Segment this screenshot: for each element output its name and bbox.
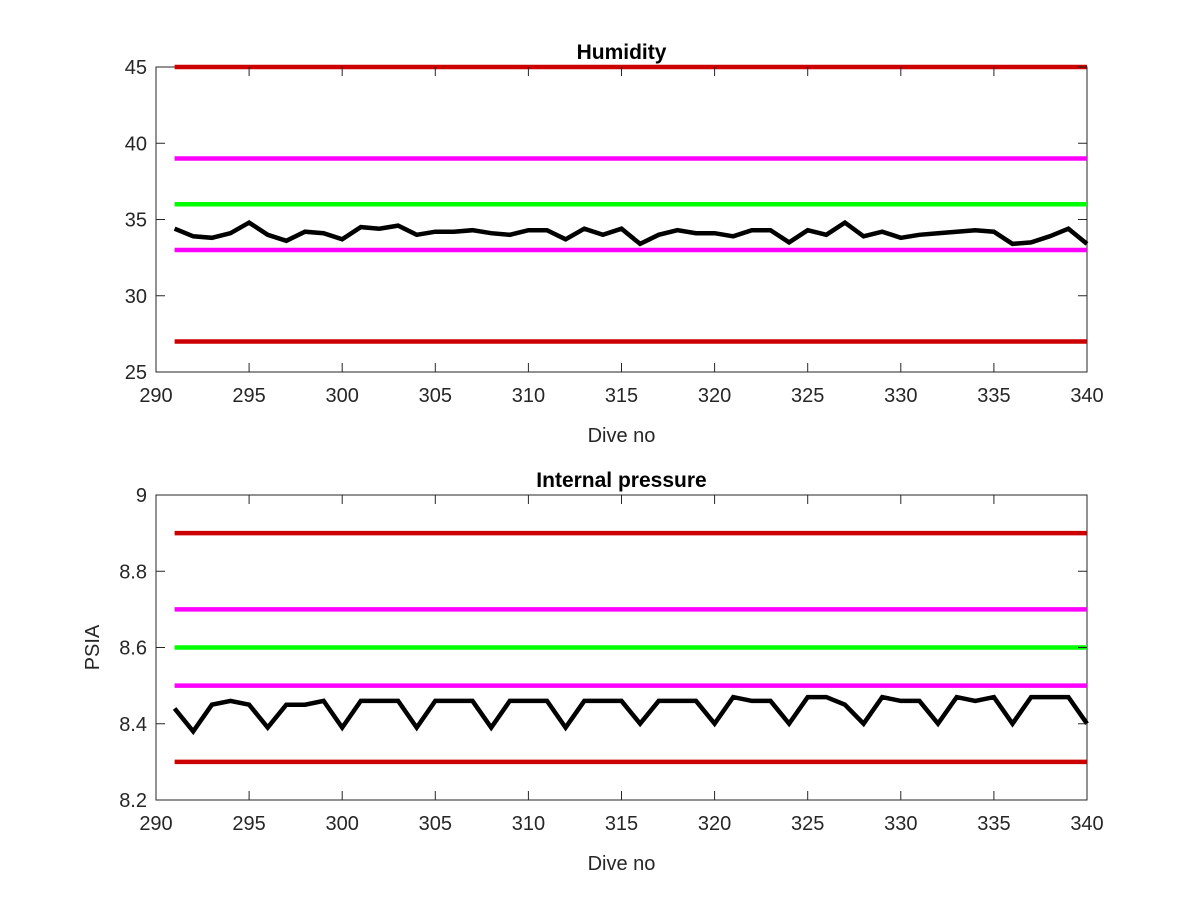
x-tick-label: 340 (1070, 813, 1103, 835)
chart-title: Humidity (577, 41, 667, 64)
series-line-0 (173, 219, 1089, 247)
y-tick-label: 25 (125, 362, 147, 384)
x-tick-label: 335 (977, 385, 1010, 407)
y-tick-label: 9 (136, 485, 147, 507)
x-tick-label: 290 (139, 813, 172, 835)
x-tick-label: 330 (884, 385, 917, 407)
x-tick-label: 305 (419, 385, 452, 407)
y-tick-label: 8.2 (119, 790, 147, 812)
x-tick-label: 300 (326, 385, 359, 407)
plot-area (155, 66, 1088, 373)
series-line-0 (172, 694, 1089, 736)
y-tick-label: 35 (125, 210, 147, 232)
x-tick-label: 305 (419, 813, 452, 835)
y-tick-label: 8.4 (119, 714, 147, 736)
x-tick-label: 300 (326, 813, 359, 835)
x-tick-label: 320 (698, 813, 731, 835)
y-tick-label: 45 (125, 57, 147, 79)
x-axis-label: Dive no (588, 425, 656, 447)
x-tick-label: 290 (139, 385, 172, 407)
x-tick-label: 325 (791, 385, 824, 407)
humidity-chart: 290 295 300 305 310 315 320 325 330 335 340 25 30 35 4… (125, 41, 1104, 447)
x-tick-label: 335 (977, 813, 1010, 835)
y-tick-label: 8.8 (119, 561, 147, 583)
x-tick-label: 320 (698, 385, 731, 407)
chart-title: Internal pressure (536, 469, 706, 492)
x-tick-label: 330 (884, 813, 917, 835)
x-tick-label: 315 (605, 385, 638, 407)
y-tick-label: 30 (125, 286, 147, 308)
y-axis-label: PSIA (82, 624, 104, 670)
x-tick-label: 315 (605, 813, 638, 835)
x-tick-label: 310 (512, 813, 545, 835)
x-tick-label: 295 (232, 813, 265, 835)
x-tick-label: 295 (232, 385, 265, 407)
y-tick-label: 8.6 (119, 638, 147, 660)
y-tick-label: 40 (125, 133, 147, 155)
x-tick-label: 325 (791, 813, 824, 835)
x-axis-label: Dive no (588, 853, 656, 875)
internal-pressure-chart: 290 295 300 305 310 315 320 325 330 335 340 8.2 8.4 8… (82, 469, 1104, 875)
x-tick-label: 340 (1070, 385, 1103, 407)
x-tick-label: 310 (512, 385, 545, 407)
